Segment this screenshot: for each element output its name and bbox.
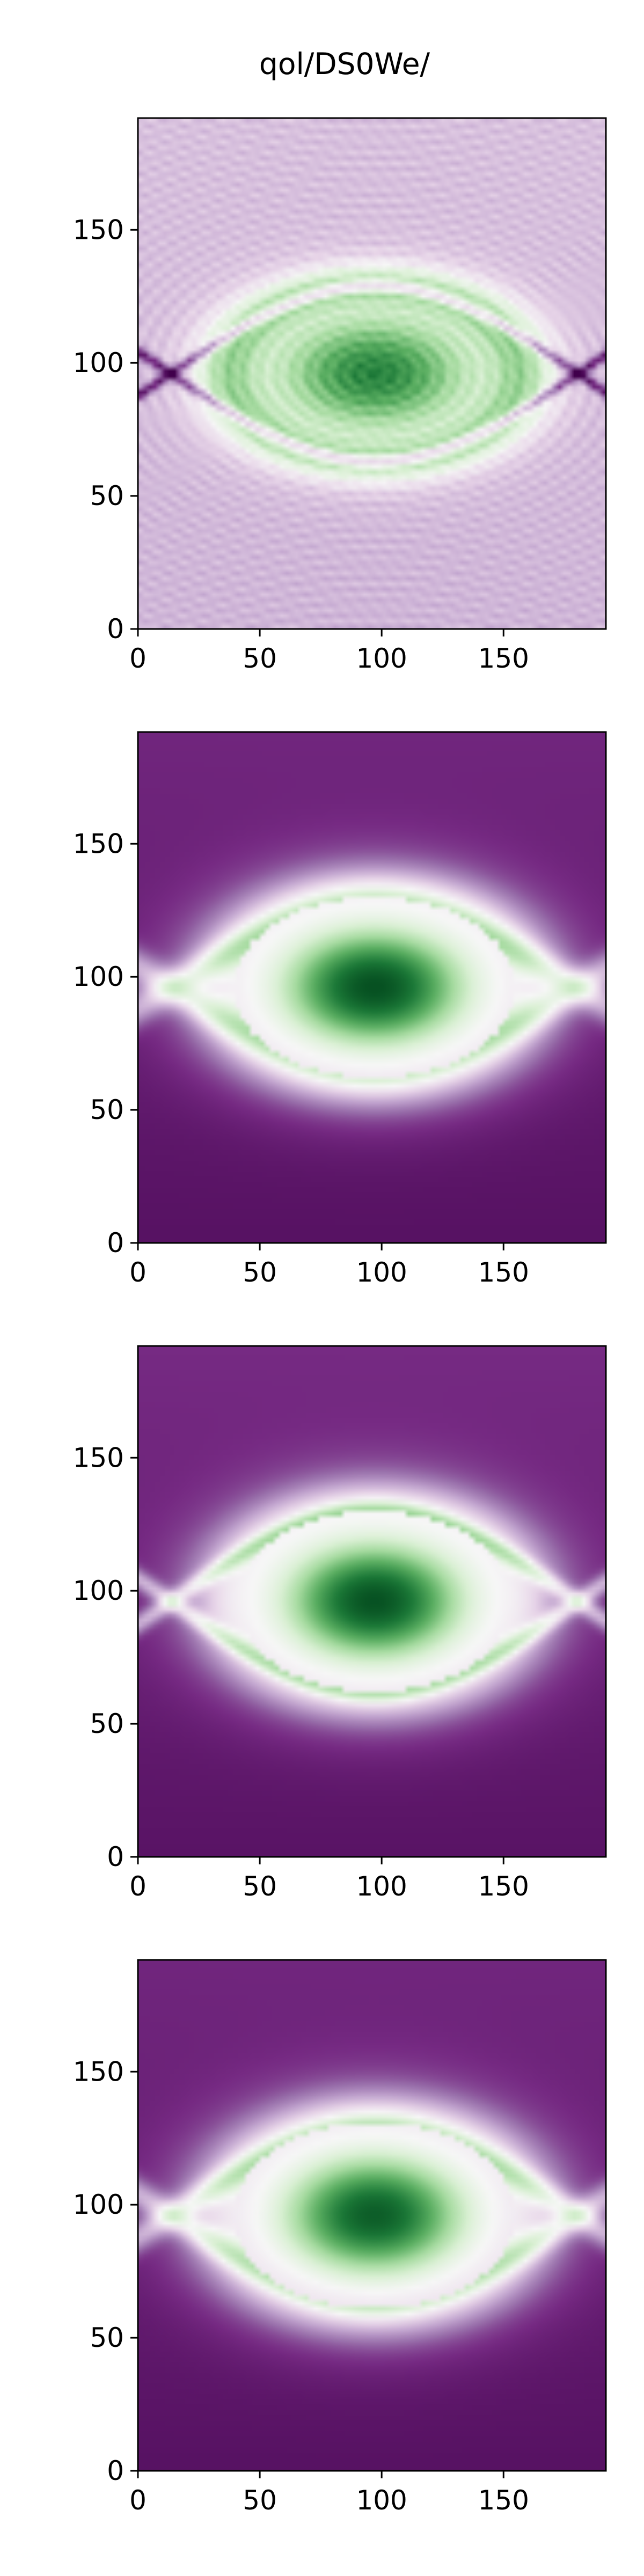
y-tick-label: 0 xyxy=(107,1841,124,1872)
y-tick-label: 150 xyxy=(73,214,124,245)
heatmap-image xyxy=(138,1346,606,1857)
heatmap-panels: 0 50 100 150 0 50 100 150 0 50 100 150 0 50 100 150 0 50 1… xyxy=(73,117,607,2516)
y-tick-label: 150 xyxy=(73,2056,124,2087)
x-tick-label: 100 xyxy=(356,1257,407,1288)
x-tick-label: 50 xyxy=(243,1871,277,1902)
y-tick-label: 50 xyxy=(90,480,124,511)
y-tick-label: 0 xyxy=(107,2455,124,2486)
y-tick-label: 0 xyxy=(107,613,124,645)
axes-frame xyxy=(137,1345,607,1858)
y-tick-label: 150 xyxy=(73,1442,124,1473)
y-tick-label: 50 xyxy=(90,1094,124,1125)
x-tick-label: 150 xyxy=(478,1257,529,1288)
y-tick-label: 50 xyxy=(90,2322,124,2353)
heatmap-image xyxy=(138,732,606,1243)
y-tick-label: 0 xyxy=(107,1227,124,1258)
figure-title: qol/DS0We/ xyxy=(259,47,430,81)
heatmap-image xyxy=(138,118,606,629)
x-tick-label: 150 xyxy=(478,1871,529,1902)
y-tick-label: 150 xyxy=(73,828,124,859)
x-tick-label: 150 xyxy=(478,2485,529,2516)
heatmap-panel-1: 0 50 100 150 0 50 100 150 xyxy=(73,117,607,674)
y-tick-label: 100 xyxy=(73,961,124,992)
axes-frame xyxy=(137,731,607,1244)
x-tick-label: 100 xyxy=(356,1871,407,1902)
x-tick-label: 150 xyxy=(478,643,529,674)
axes-frame xyxy=(137,117,607,630)
x-tick-label: 0 xyxy=(129,643,147,674)
x-tick-label: 50 xyxy=(243,643,277,674)
x-tick-label: 50 xyxy=(243,2485,277,2516)
x-tick-label: 50 xyxy=(243,1257,277,1288)
axes-frame xyxy=(137,1959,607,2472)
x-tick-label: 0 xyxy=(129,1257,147,1288)
x-tick-label: 100 xyxy=(356,643,407,674)
y-tick-label: 100 xyxy=(73,347,124,378)
x-tick-label: 100 xyxy=(356,2485,407,2516)
y-tick-label: 100 xyxy=(73,2189,124,2220)
heatmap-image xyxy=(138,1960,606,2471)
heatmap-panel-4: 0 50 100 150 0 50 100 150 xyxy=(73,1959,607,2516)
y-tick-label: 100 xyxy=(73,1575,124,1606)
heatmap-panel-3: 0 50 100 150 0 50 100 150 xyxy=(73,1345,607,1902)
x-tick-label: 0 xyxy=(129,2485,147,2516)
y-tick-label: 50 xyxy=(90,1708,124,1739)
x-tick-label: 0 xyxy=(129,1871,147,1902)
heatmap-panel-2: 0 50 100 150 0 50 100 150 xyxy=(73,731,607,1288)
